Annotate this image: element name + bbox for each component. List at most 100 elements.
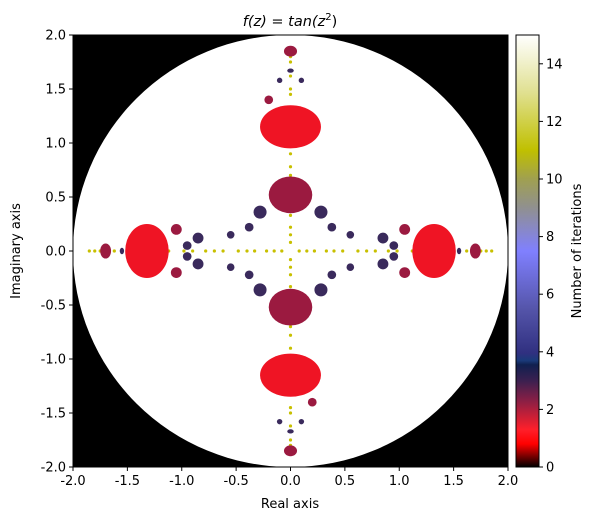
y-tick-label: 2.0 bbox=[45, 29, 66, 44]
mid-blob-region bbox=[170, 267, 182, 278]
small-blob-region bbox=[226, 231, 235, 239]
small-blob-region bbox=[182, 252, 192, 261]
mid-blob-region bbox=[399, 267, 411, 278]
fractal-edge-dot bbox=[288, 165, 293, 169]
colorbar-tick-label: 6 bbox=[546, 288, 554, 303]
fractal-edge-dot bbox=[288, 225, 293, 229]
small-blob-region bbox=[298, 418, 305, 425]
fractal-edge-dot bbox=[484, 249, 488, 253]
x-axis-label: Real axis bbox=[261, 497, 319, 512]
small-blob-region bbox=[253, 283, 267, 297]
near-blob-region bbox=[260, 105, 321, 149]
fractal-edge-dot bbox=[288, 325, 293, 329]
x-tick-label: -1.5 bbox=[115, 474, 140, 489]
x-tick-label: 1.0 bbox=[389, 474, 410, 489]
fractal-edge-dot bbox=[245, 249, 249, 253]
x-tick-label: 2.0 bbox=[498, 474, 519, 489]
fractal-edge-dot bbox=[191, 249, 195, 253]
fractal-edge-dot bbox=[356, 249, 360, 253]
small-blob-region bbox=[314, 205, 328, 219]
x-axis: -2.0 -1.5 -1.0 -0.5 0.0 0.5 1.0 1.5 2.0 bbox=[60, 467, 518, 489]
fractal-edge-dot bbox=[341, 249, 345, 253]
fractal-edge-dot bbox=[236, 249, 240, 253]
y-axis-label: Imaginary axis bbox=[9, 203, 24, 299]
bounded-disk bbox=[73, 35, 508, 467]
mid-blob-region bbox=[399, 224, 411, 235]
near-blob-region bbox=[412, 224, 456, 278]
colorbar-tick-label: 0 bbox=[546, 461, 554, 476]
small-blob-region bbox=[276, 77, 283, 84]
fractal-edge-dot bbox=[212, 249, 216, 253]
fractal-edge-dot bbox=[288, 92, 293, 96]
small-blob-region bbox=[298, 77, 305, 84]
fractal-edge-dot bbox=[93, 249, 97, 253]
x-tick-label: 0.5 bbox=[335, 474, 356, 489]
colorbar-tick-label: 2 bbox=[546, 403, 554, 418]
small-blob-region bbox=[377, 258, 389, 270]
fractal-edge-dot bbox=[288, 74, 293, 78]
fractal-edge-dot bbox=[272, 249, 276, 253]
colorbar bbox=[515, 34, 540, 468]
colorbar-tick-label: 14 bbox=[546, 57, 563, 72]
fractal-edge-dot bbox=[373, 249, 377, 253]
fractal-edge-dot bbox=[288, 173, 293, 177]
fractal-edge-dot bbox=[87, 249, 91, 253]
fractal-edge-dot bbox=[297, 249, 301, 253]
small-blob-region bbox=[389, 252, 399, 261]
near-blob-region bbox=[125, 224, 169, 278]
colorbar-tick-label: 8 bbox=[546, 230, 554, 245]
y-tick-label: -1.0 bbox=[41, 353, 66, 368]
x-tick-label: -2.0 bbox=[60, 474, 85, 489]
chart-title: f(z) = tan(z2) bbox=[243, 12, 337, 30]
fractal-edge-dot bbox=[288, 406, 293, 410]
fractal-edge-dot bbox=[182, 249, 186, 253]
mid-blob-region bbox=[268, 176, 313, 214]
fractal-edge-dot bbox=[288, 213, 293, 217]
y-tick-label: 0.0 bbox=[45, 245, 66, 260]
fractal-edge-dot bbox=[395, 249, 399, 253]
small-blob-region bbox=[182, 241, 192, 250]
fractal-edge-dot bbox=[386, 249, 390, 253]
fractal-edge-dot bbox=[288, 346, 293, 350]
fractal-edge-dot bbox=[288, 87, 293, 91]
fractal-edge-dot bbox=[288, 333, 293, 337]
y-tick-label: 1.0 bbox=[45, 137, 66, 152]
y-tick-label: 0.5 bbox=[45, 191, 66, 206]
fractal-edge-dot bbox=[288, 285, 293, 289]
small-blob-region bbox=[377, 232, 389, 244]
fractal-edge-dot bbox=[288, 424, 293, 428]
fractal-edge-dot bbox=[365, 249, 369, 253]
small-blob-region bbox=[244, 270, 254, 280]
fractal-edge-dot bbox=[253, 249, 257, 253]
fractal-edge-dot bbox=[332, 249, 336, 253]
colorbar-tick-label: 4 bbox=[546, 345, 554, 360]
x-tick-label: -1.0 bbox=[169, 474, 194, 489]
small-blob-region bbox=[192, 232, 204, 244]
small-blob-region bbox=[327, 270, 337, 280]
fractal-edge-dot bbox=[465, 249, 469, 253]
fractal-edge-dot bbox=[288, 411, 293, 415]
fractal-edge-dot bbox=[280, 249, 284, 253]
small-blob-region bbox=[192, 258, 204, 270]
mid-blob-region bbox=[100, 243, 112, 259]
colorbar-tick-label: 10 bbox=[546, 173, 563, 188]
small-blob-region bbox=[276, 418, 283, 425]
mid-blob-region bbox=[283, 445, 298, 457]
fractal-edge-dot bbox=[112, 249, 116, 253]
small-blob-region bbox=[346, 263, 355, 271]
small-blob-region bbox=[346, 231, 355, 239]
fractal-edge-dot bbox=[324, 249, 328, 253]
fractal-edge-dot bbox=[305, 249, 309, 253]
fractal-edge-dot bbox=[288, 240, 293, 244]
fractal-edge-dot bbox=[288, 438, 293, 442]
y-tick-label: -0.5 bbox=[41, 299, 66, 314]
mid-blob-region bbox=[307, 397, 317, 407]
fractal-edge-dot bbox=[288, 273, 293, 277]
small-blob-region bbox=[456, 247, 462, 255]
fractal-image bbox=[73, 35, 508, 467]
near-blob-region bbox=[260, 353, 321, 397]
small-blob-region bbox=[287, 429, 294, 434]
mid-blob-region bbox=[268, 288, 313, 326]
mid-blob-region bbox=[264, 95, 274, 105]
fractal-edge-dot bbox=[204, 249, 208, 253]
